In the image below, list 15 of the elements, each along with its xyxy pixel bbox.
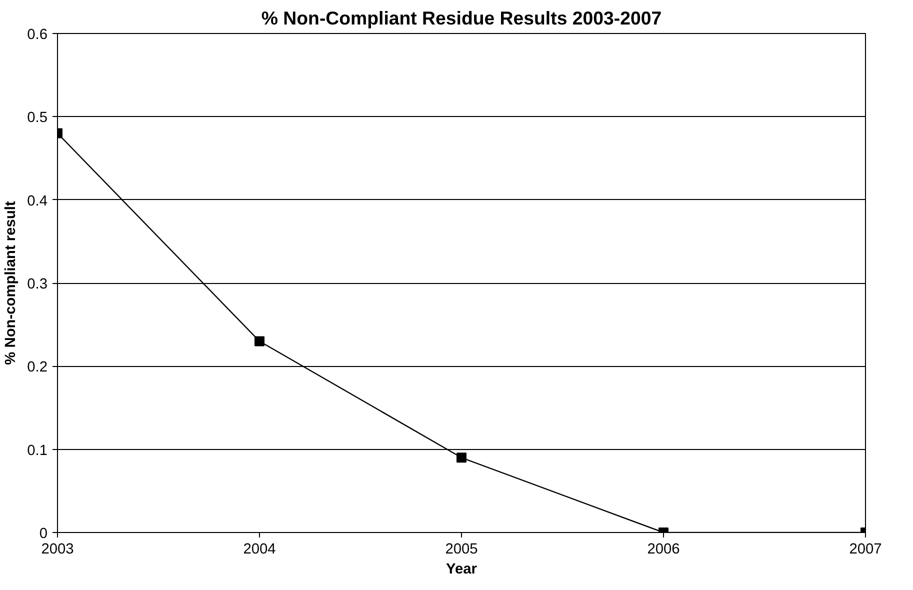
y-tick-label: 0.5 xyxy=(27,110,48,126)
y-tick-label: 0.3 xyxy=(27,276,48,292)
y-tick-label: 0 xyxy=(39,526,48,542)
y-tick-label: 0.1 xyxy=(27,442,48,459)
x-tick-label: 2006 xyxy=(647,542,680,558)
x-axis-title: Year xyxy=(446,562,478,578)
y-tick-label: 0.6 xyxy=(27,27,48,43)
x-tick-label: 2007 xyxy=(849,542,882,558)
chart-title: % Non-Compliant Residue Results 2003-2007 xyxy=(261,8,662,28)
x-tick-label: 2003 xyxy=(41,542,74,558)
y-tick-label: 0.2 xyxy=(27,360,48,376)
x-tick-label: 2005 xyxy=(445,542,478,558)
y-tick-label: 0.4 xyxy=(27,193,48,210)
y-axis-title: % Non-compliant result xyxy=(3,201,20,365)
x-tick-label: 2004 xyxy=(243,542,276,558)
